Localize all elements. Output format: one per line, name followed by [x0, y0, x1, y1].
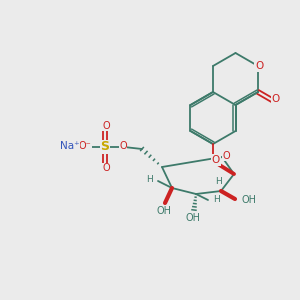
Text: O: O	[212, 155, 220, 165]
Text: H: H	[146, 175, 153, 184]
Text: H: H	[214, 178, 221, 187]
Text: OH: OH	[242, 195, 257, 205]
Text: O⁻: O⁻	[79, 141, 92, 151]
Text: H: H	[213, 196, 220, 205]
Text: OH: OH	[185, 213, 200, 223]
Text: S: S	[100, 140, 109, 154]
Text: O: O	[102, 121, 110, 131]
Text: O: O	[119, 141, 127, 151]
Text: O: O	[102, 163, 110, 173]
Text: O: O	[255, 61, 263, 71]
Text: O: O	[272, 94, 280, 104]
Text: Na⁺: Na⁺	[60, 141, 80, 151]
Text: OH: OH	[157, 206, 172, 216]
Text: O: O	[222, 151, 230, 161]
